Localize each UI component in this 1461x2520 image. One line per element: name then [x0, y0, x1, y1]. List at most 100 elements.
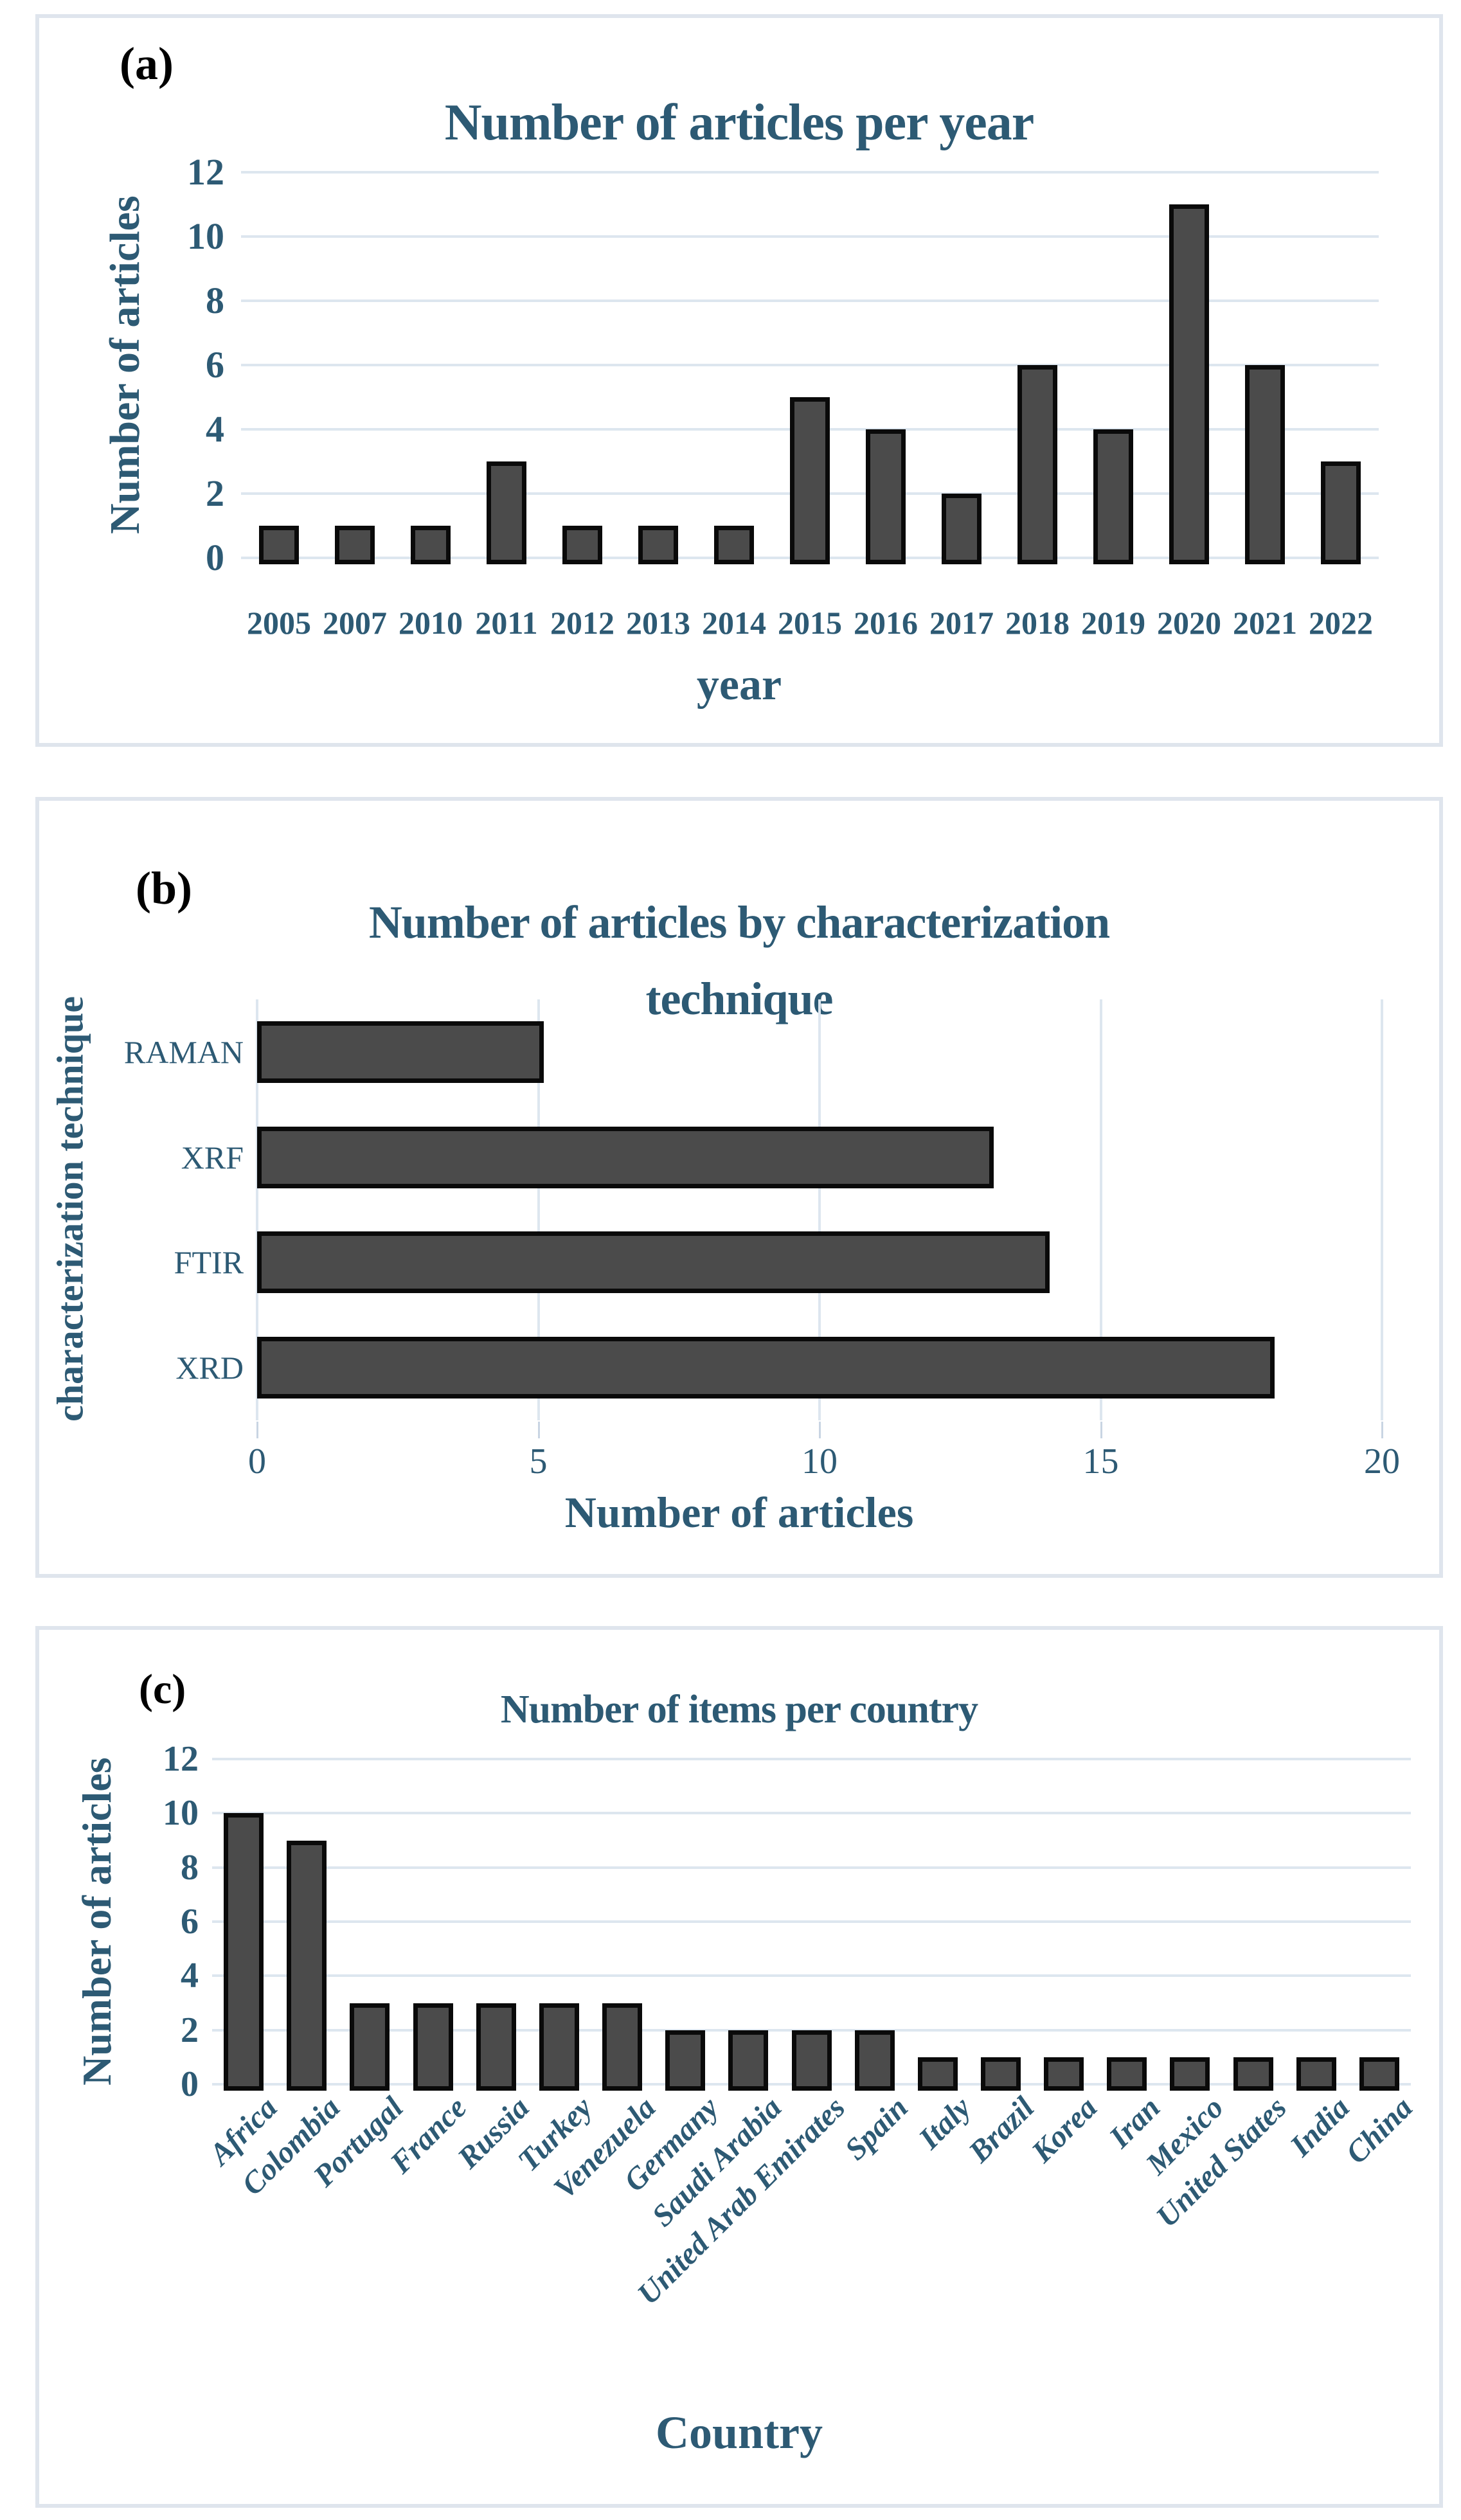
bar-2011	[487, 461, 526, 564]
bar-Spain	[854, 2030, 895, 2091]
x-category-label: 2011	[475, 605, 538, 641]
gridline-x-5	[537, 999, 540, 1420]
bar-2014	[714, 526, 754, 564]
x-category-label: 2013	[626, 605, 690, 641]
bar-2021	[1245, 365, 1285, 564]
y-tick-label: 10	[163, 1793, 199, 1834]
gridline-y-6	[212, 1920, 1411, 1923]
y-tick-label: 0	[181, 2064, 199, 2104]
gridline-y-10	[241, 235, 1379, 238]
x-category-label: 2021	[1233, 605, 1297, 641]
x-tick-mark	[1100, 1422, 1102, 1438]
gridline-x-15	[1099, 999, 1102, 1420]
gridline-y-12	[241, 171, 1379, 174]
bar-2010	[411, 526, 451, 564]
panel-c-x-axis-title: Country	[655, 2407, 823, 2458]
y-tick-label: 8	[181, 1847, 199, 1888]
x-category-label: Spain	[838, 2090, 915, 2167]
bar-2022	[1321, 461, 1361, 564]
panel-c-title: Number of items per country	[500, 1688, 978, 1732]
bar-2007	[335, 526, 375, 564]
x-category-label: Brazil	[962, 2090, 1041, 2170]
bar-2012	[562, 526, 602, 564]
y-category-label: XRF	[181, 1139, 244, 1175]
bar-2017	[942, 494, 981, 564]
panel-a-articles-per-year: (a) Number of articles per year Number o…	[35, 14, 1443, 747]
x-category-label: 2018	[1005, 605, 1070, 641]
bar-Mexico	[1170, 2057, 1210, 2091]
bar-2005	[259, 526, 299, 564]
x-category-label: Korea	[1025, 2090, 1104, 2170]
panel-a-x-axis-title: year	[696, 660, 782, 710]
gridline-y-8	[212, 1866, 1411, 1869]
bar-France	[413, 2003, 453, 2091]
panel-b-x-axis-title: Number of articles	[564, 1488, 914, 1537]
bar-Portugal	[350, 2003, 390, 2091]
x-tick-label: 0	[248, 1442, 266, 1481]
x-category-label: 2022	[1309, 605, 1373, 641]
x-category-label: 2019	[1081, 605, 1145, 641]
bar-Colombia	[287, 1840, 327, 2091]
gridline-x-10	[818, 999, 821, 1420]
y-tick-label: 0	[206, 537, 224, 578]
bar-China	[1359, 2057, 1399, 2091]
bar-2020	[1169, 204, 1209, 564]
y-tick-label: 6	[181, 1902, 199, 1942]
x-category-label: 2012	[550, 605, 614, 641]
x-tick-mark	[819, 1422, 821, 1438]
bar-United States	[1233, 2057, 1273, 2091]
bar-2015	[790, 397, 830, 564]
bar-RAMAN	[257, 1021, 544, 1083]
y-tick-label: 10	[187, 215, 224, 257]
panel-b-title-line2: technique	[645, 973, 833, 1025]
x-tick-label: 10	[802, 1442, 838, 1481]
x-category-label: 2015	[778, 605, 842, 641]
gridline-y-12	[212, 1758, 1411, 1760]
y-category-label: XRD	[175, 1350, 244, 1386]
x-tick-label: 5	[529, 1442, 548, 1481]
panel-b-title-line1: Number of articles by characterization	[368, 896, 1110, 948]
y-tick-label: 6	[206, 344, 224, 386]
bar-2013	[638, 526, 678, 564]
bar-Africa	[224, 1813, 264, 2091]
x-category-label: 2014	[702, 605, 766, 641]
y-tick-label: 12	[163, 1739, 199, 1779]
panel-a-label: (a)	[120, 38, 174, 89]
panel-c-items-per-country: (c) Number of items per country Number o…	[35, 1626, 1443, 2508]
x-category-label: China	[1339, 2090, 1420, 2170]
y-tick-label: 4	[181, 1956, 199, 1996]
x-tick-mark	[537, 1422, 540, 1438]
panel-c-label: (c)	[139, 1666, 186, 1713]
bar-FTIR	[257, 1231, 1050, 1294]
gridline-y-6	[241, 364, 1379, 366]
y-tick-label: 8	[206, 280, 224, 321]
y-category-label: FTIR	[174, 1244, 244, 1281]
x-category-label: 2020	[1157, 605, 1221, 641]
bar-2016	[866, 429, 906, 564]
bar-2018	[1017, 365, 1057, 564]
gridline-x-20	[1381, 999, 1383, 1420]
gridline-y-8	[241, 299, 1379, 302]
bar-Turkey	[539, 2003, 579, 2091]
y-tick-label: 2	[181, 2010, 199, 2050]
bar-Brazil	[980, 2057, 1021, 2091]
bar-Venezuela	[602, 2003, 643, 2091]
x-category-label: 2007	[323, 605, 387, 641]
y-tick-label: 4	[206, 408, 224, 450]
bar-Germany	[665, 2030, 706, 2091]
x-category-label: 2010	[399, 605, 463, 641]
y-tick-label: 12	[187, 151, 224, 193]
x-tick-mark	[1381, 1422, 1383, 1438]
panel-b-title: Number of articles by characterization t…	[39, 884, 1439, 1038]
x-category-label: 2017	[929, 605, 994, 641]
y-tick-label: 2	[206, 472, 224, 514]
x-category-label: 2005	[247, 605, 311, 641]
bar-Italy	[917, 2057, 958, 2091]
x-category-label: 2016	[854, 605, 918, 641]
bar-XRD	[257, 1337, 1275, 1399]
bar-Saudi Arabia	[728, 2030, 769, 2091]
x-tick-label: 15	[1082, 1442, 1119, 1481]
bar-Iran	[1107, 2057, 1147, 2091]
panel-b-articles-by-technique: (b) Number of articles by characterizati…	[35, 797, 1443, 1578]
